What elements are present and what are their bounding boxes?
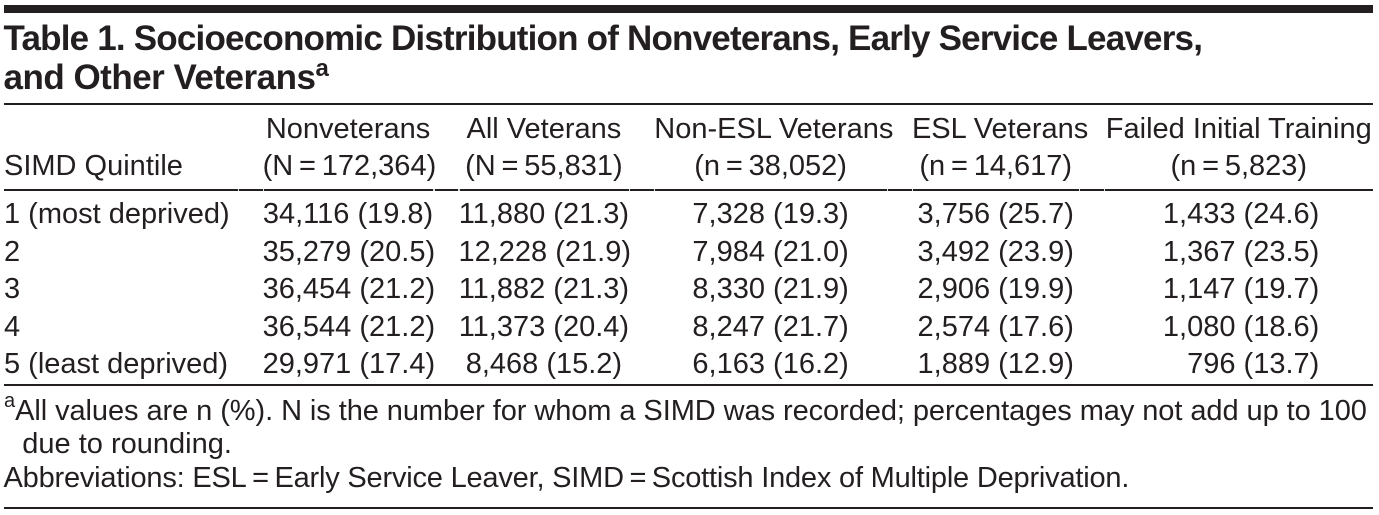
rule-notch — [262, 189, 264, 192]
footnote-abbreviations: Abbreviations: ESL = Early Service Leave… — [3, 461, 1130, 494]
rule-notch — [654, 189, 656, 192]
column-header-non-esl-veterans: Non-ESL Veterans (n = 38,052) — [654, 112, 894, 182]
column-header-nonveterans: Nonveterans (N = 172,364) — [262, 112, 437, 182]
rule-below-header — [3, 189, 1374, 192]
column-header-esl-veterans: ESL Veterans (n = 14,617) — [911, 112, 1089, 182]
rule-notch — [629, 189, 631, 192]
cell-esl-veterans: 3,756 (25.7) — [917, 198, 1074, 231]
cell-non-esl-veterans: 6,163 (16.2) — [692, 348, 849, 381]
table-title-footnote-marker: a — [315, 54, 329, 82]
top-bar — [3, 4, 1374, 13]
cell-non-esl-veterans: 8,247 (21.7) — [692, 310, 849, 343]
cell-failed-initial-training: 1,367 (23.5) — [1162, 235, 1320, 268]
cell-esl-veterans: 2,906 (19.9) — [917, 273, 1074, 306]
cell-all-veterans: 12,228 (21.9) — [458, 235, 631, 268]
table-row: 3 36,454 (21.2) 11,882 (21.3) 8,330 (21.… — [4, 271, 1373, 309]
rule-notch — [458, 189, 460, 192]
header-row: SIMD Quintile Nonveterans (N = 172,364) A… — [4, 105, 1373, 189]
table-row: 2 35,279 (20.5) 12,228 (21.9) 7,984 (21.… — [4, 234, 1373, 272]
cell-nonveterans: 35,279 (20.5) — [262, 235, 436, 268]
row-label: 3 — [4, 273, 21, 306]
column-header-failed-initial-training: Failed Initial Training (n = 5,823) — [1105, 112, 1372, 182]
rule-notch — [911, 189, 913, 192]
table-row: 4 36,544 (21.2) 11,373 (20.4) 8,247 (21.… — [4, 309, 1373, 347]
cell-all-veterans: 11,880 (21.3) — [458, 198, 630, 231]
cell-failed-initial-training: 1,433 (24.6) — [1162, 198, 1320, 231]
cell-non-esl-veterans: 7,328 (19.3) — [692, 198, 849, 231]
row-label: 1 (most deprived) — [4, 198, 230, 231]
row-label: 2 — [4, 235, 21, 268]
cell-esl-veterans: 3,492 (23.9) — [917, 235, 1074, 268]
cell-failed-initial-training: 796 (13.7) — [1187, 348, 1320, 381]
table-title: Table 1. Socioeconomic Distribution of N… — [3, 18, 1203, 98]
footnote-marker: a — [4, 390, 16, 413]
rule-notch — [237, 189, 239, 192]
row-label: 4 — [4, 310, 21, 343]
rule-notch — [433, 189, 435, 192]
row-label: 5 (least deprived) — [4, 348, 229, 381]
footnote-note-a-line1: aAll values are n (%). N is the number f… — [4, 390, 1367, 428]
rule-notch — [1104, 189, 1106, 192]
table-title-line1: Table 1. Socioeconomic Distribution of N… — [3, 18, 1203, 58]
cell-non-esl-veterans: 7,984 (21.0) — [692, 235, 849, 268]
cell-all-veterans: 11,373 (20.4) — [458, 310, 630, 343]
rule-notch — [1079, 189, 1081, 192]
cell-all-veterans: 8,468 (15.2) — [465, 348, 623, 381]
table-row: 5 (least deprived) 29,971 (17.4) 8,468 (… — [4, 346, 1373, 384]
column-header-simd-quintile: SIMD Quintile — [4, 149, 183, 182]
table-row: 1 (most deprived) 34,116 (19.8) 11,880 (… — [4, 189, 1373, 234]
cell-nonveterans: 36,454 (21.2) — [262, 273, 436, 306]
rule-bottom — [3, 507, 1374, 510]
cell-esl-veterans: 1,889 (12.9) — [917, 348, 1074, 381]
data-table: SIMD Quintile Nonveterans (N = 172,364) A… — [4, 105, 1373, 384]
cell-nonveterans: 29,971 (17.4) — [262, 348, 436, 381]
cell-all-veterans: 11,882 (21.3) — [458, 273, 630, 306]
rule-below-title — [3, 102, 1374, 105]
cell-nonveterans: 34,116 (19.8) — [262, 198, 434, 231]
column-header-all-veterans: All Veterans (N = 55,831) — [465, 112, 623, 182]
rule-notch — [886, 189, 889, 192]
cell-nonveterans: 36,544 (21.2) — [262, 310, 436, 343]
cell-esl-veterans: 2,574 (17.6) — [917, 310, 1074, 343]
rule-below-body — [3, 383, 1374, 387]
cell-non-esl-veterans: 8,330 (21.9) — [692, 273, 849, 306]
cell-failed-initial-training: 1,147 (19.7) — [1162, 273, 1320, 306]
table-title-line2: and Other Veterans — [3, 57, 316, 97]
cell-failed-initial-training: 1,080 (18.6) — [1162, 310, 1320, 343]
footnote-note-a-line2: due to rounding. — [22, 428, 232, 461]
